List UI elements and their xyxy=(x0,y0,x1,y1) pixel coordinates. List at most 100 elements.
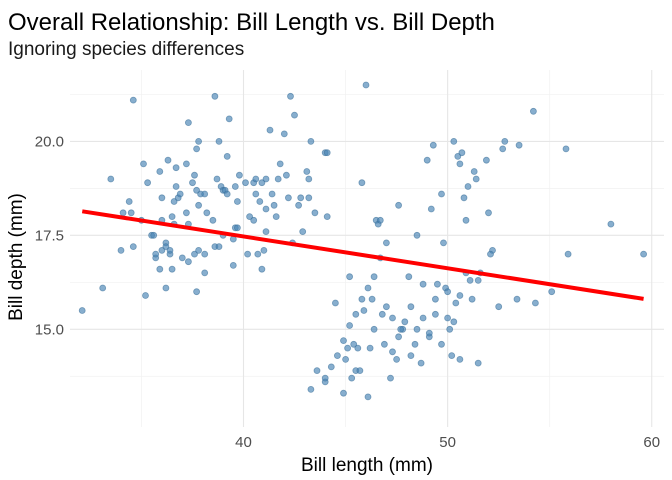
data-point xyxy=(419,280,427,288)
data-point xyxy=(252,190,260,198)
trend-line-group xyxy=(81,209,644,301)
tick-labels: 40 50 60 15.0 17.5 20.0 xyxy=(35,133,660,451)
data-point xyxy=(380,340,388,348)
data-point xyxy=(370,273,378,281)
data-point xyxy=(474,276,482,284)
data-point xyxy=(466,276,474,284)
data-point xyxy=(395,201,403,209)
data-point xyxy=(78,307,86,314)
data-point xyxy=(407,352,415,360)
data-point xyxy=(223,190,231,198)
data-point xyxy=(262,205,270,213)
data-point xyxy=(333,352,341,360)
data-point xyxy=(223,152,231,160)
data-point xyxy=(407,303,415,311)
data-point xyxy=(225,115,233,123)
data-point xyxy=(233,224,241,232)
data-point xyxy=(401,318,409,326)
data-point xyxy=(254,250,262,258)
data-point xyxy=(229,261,237,269)
data-point xyxy=(370,325,378,333)
data-point xyxy=(176,190,184,198)
data-point xyxy=(211,92,219,100)
data-point xyxy=(395,333,403,341)
data-point xyxy=(140,160,147,168)
data-point xyxy=(397,325,405,333)
data-point xyxy=(203,209,211,217)
data-point xyxy=(262,228,270,236)
data-point xyxy=(405,273,413,281)
data-point xyxy=(474,359,482,367)
data-point xyxy=(452,299,460,307)
data-point xyxy=(495,303,503,311)
data-point xyxy=(482,156,490,164)
data-point xyxy=(456,355,464,363)
data-point xyxy=(152,250,160,258)
data-point xyxy=(350,340,358,348)
data-point xyxy=(215,243,223,251)
data-point xyxy=(376,216,384,224)
data-point xyxy=(327,363,335,371)
y-tick-label: 20.0 xyxy=(35,133,64,150)
data-point xyxy=(250,216,258,224)
data-point xyxy=(260,246,268,254)
data-point xyxy=(364,393,372,401)
data-point xyxy=(425,329,433,337)
data-point xyxy=(158,194,166,202)
data-point xyxy=(270,201,278,209)
data-point xyxy=(129,96,137,104)
data-point xyxy=(366,344,374,352)
data-point xyxy=(297,194,305,202)
data-point xyxy=(195,201,203,209)
data-point xyxy=(215,137,223,145)
data-point xyxy=(358,295,366,303)
data-point xyxy=(182,209,190,217)
x-tick-label: 60 xyxy=(643,434,660,451)
data-point xyxy=(193,145,201,153)
data-point xyxy=(323,149,331,157)
data-point xyxy=(362,81,370,89)
data-point xyxy=(382,239,390,247)
y-axis-title: Bill depth (mm) xyxy=(6,193,27,321)
x-tick-label: 40 xyxy=(235,434,252,451)
data-point xyxy=(470,168,478,175)
data-point xyxy=(607,220,615,228)
data-point xyxy=(193,288,201,296)
data-point xyxy=(356,367,364,375)
data-point xyxy=(156,265,164,273)
data-point xyxy=(184,258,192,266)
data-point xyxy=(431,310,439,318)
data-point xyxy=(252,175,260,183)
data-point xyxy=(448,352,456,360)
data-point xyxy=(246,213,254,221)
data-point xyxy=(342,355,350,363)
data-point xyxy=(287,92,294,100)
x-axis-title: Bill length (mm) xyxy=(301,455,433,476)
data-point xyxy=(462,216,470,224)
data-point xyxy=(156,168,164,175)
x-tick-label: 50 xyxy=(439,434,456,451)
data-point xyxy=(387,374,394,382)
data-point xyxy=(201,190,209,198)
data-point xyxy=(127,209,135,217)
data-point xyxy=(235,171,243,179)
data-point xyxy=(440,239,447,247)
data-point xyxy=(280,130,288,138)
data-point xyxy=(331,299,339,307)
data-point xyxy=(256,198,264,205)
data-point xyxy=(340,389,347,397)
data-point xyxy=(258,265,266,273)
data-point xyxy=(258,179,266,187)
data-point xyxy=(429,141,437,149)
data-point xyxy=(303,168,311,175)
data-point xyxy=(191,171,198,179)
data-point xyxy=(117,246,125,254)
data-point xyxy=(501,137,509,145)
data-point xyxy=(464,183,472,190)
data-point xyxy=(195,137,203,145)
data-point xyxy=(346,273,354,281)
data-point xyxy=(201,269,209,277)
data-point xyxy=(142,292,149,299)
data-point xyxy=(360,307,368,314)
data-point xyxy=(346,322,354,329)
